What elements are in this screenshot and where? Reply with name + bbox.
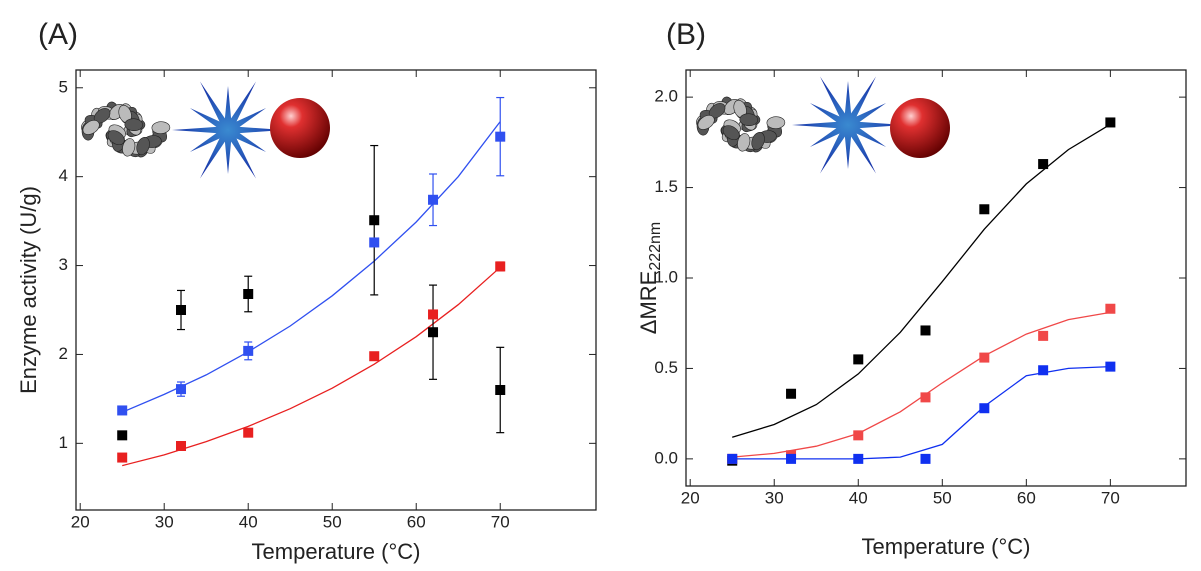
star-icon [792,76,904,174]
fit-line [121,121,501,413]
protein-blob [122,138,136,157]
fit-line [122,266,501,467]
protein-blob [151,121,171,134]
data-point [1105,361,1116,372]
data-point [428,309,439,320]
x-tick-label: 40 [849,488,868,507]
y-tick-label: 2 [59,344,68,363]
plot-frame [75,69,597,511]
data-point [853,430,864,441]
data-point [369,237,380,248]
data-point [1038,159,1049,170]
data-point [243,427,254,438]
x-tick-label: 60 [1017,488,1036,507]
x-axis-label: Temperature (°C) [252,539,421,564]
x-tick-label: 20 [681,488,700,507]
x-tick-label: 70 [491,512,510,531]
data-point [1038,365,1049,376]
protein-blob [737,133,751,152]
data-point [428,194,439,205]
data-point [117,452,128,463]
panel-label: (A) [38,18,78,51]
protein-blob [107,130,125,146]
data-point [853,453,864,464]
data-point [920,325,931,336]
illustrations [80,76,950,179]
data-point [176,305,187,315]
x-tick-label: 40 [239,512,258,531]
x-tick-label: 30 [765,488,784,507]
protein-blob [124,118,144,132]
x-tick-label: 30 [155,512,174,531]
x-tick-label: 50 [323,512,342,531]
data-point [979,352,990,363]
data-point [727,453,738,464]
protein-icon [695,96,786,153]
y-tick-label: 1.5 [654,177,678,196]
y-axis-label-main: ΔMRE [636,271,661,335]
data-point [979,403,990,414]
data-point [979,204,990,215]
data-point [428,327,439,338]
protein-icon [80,101,171,158]
panel-label: (B) [666,18,706,51]
y-tick-label: 1.0 [654,267,678,286]
data-point [1105,117,1116,128]
data-point [495,261,506,272]
data-point [920,392,931,403]
y-axis-label-sub: 222nm [647,222,664,271]
data-point [920,453,931,464]
x-axis-label: Temperature (°C) [862,534,1031,559]
data-point [1105,303,1116,314]
star-icon [172,81,284,179]
protein-blob [136,136,150,156]
x-tick-label: 20 [71,512,90,531]
x-tick-label: 70 [1101,488,1120,507]
data-point [176,441,187,451]
data-point [853,354,864,365]
x-tick-label: 60 [407,512,426,531]
fit-line [732,365,1111,460]
y-tick-label: 0.5 [654,358,678,377]
y-axis-label: Enzyme activity (U/g) [16,186,41,394]
y-tick-label: 0.0 [654,448,678,467]
data-point [243,345,254,356]
data-point [117,430,128,441]
data-point [369,215,380,226]
sphere-icon [890,98,950,158]
y-axis-label: ΔMRE222nm [636,222,664,335]
protein-blob [697,115,715,130]
data-point [1038,330,1049,341]
data-point [369,351,380,362]
sphere-icon [270,98,330,158]
y-tick-label: 5 [59,77,68,96]
data-point [495,385,506,395]
protein-blob [739,113,759,127]
data-point [786,453,797,464]
protein-blob [766,116,786,129]
y-tick-label: 3 [59,255,68,274]
protein-blob [82,120,100,135]
y-tick-label: 4 [59,166,68,185]
data-point [243,289,254,299]
data-point [117,405,128,416]
x-tick-label: 50 [933,488,952,507]
data-point [495,131,506,142]
protein-blob [722,125,740,141]
protein-blob [751,131,765,151]
y-tick-label: 2.0 [654,87,678,106]
y-tick-label: 1 [59,433,68,452]
data-point [176,384,187,395]
data-point [786,388,797,399]
